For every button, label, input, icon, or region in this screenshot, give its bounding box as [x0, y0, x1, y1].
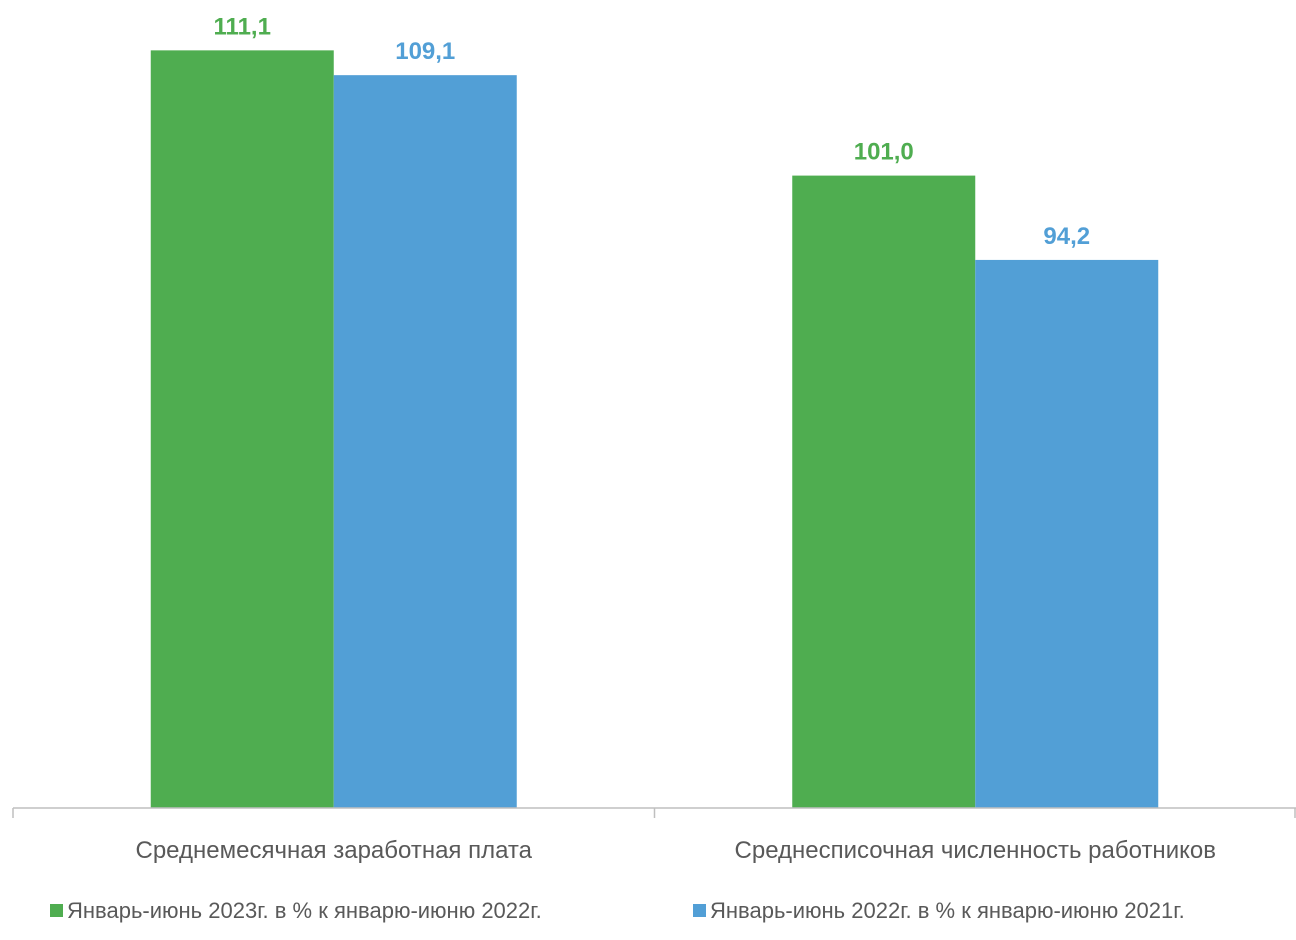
legend-swatch-1	[50, 904, 63, 917]
category-label-1: Среднемесячная заработная плата	[136, 837, 533, 864]
category-label-2: Среднесписочная численность работников	[735, 837, 1216, 864]
bar-series-1-cat-1	[150, 50, 334, 809]
legend-label-2: Январь-июнь 2022г. в % к январю-июню 202…	[710, 898, 1185, 923]
bar-series-1-cat-2	[792, 175, 976, 809]
legend: Январь-июнь 2023г. в % к январю-июню 202…	[50, 898, 1185, 923]
category-labels: Среднемесячная заработная плата Среднеспи…	[136, 837, 1216, 864]
bar-series-2-cat-2	[975, 259, 1159, 808]
bars-layer	[150, 50, 1159, 809]
data-label-series-2-cat-2: 94,2	[1043, 223, 1090, 250]
bar-series-2-cat-1	[333, 75, 517, 808]
value-labels-layer: 111,1 109,1 101,0 94,2	[214, 13, 1091, 250]
data-label-series-1-cat-1: 111,1	[214, 13, 271, 40]
legend-swatch-2	[693, 904, 706, 917]
x-axis	[12, 807, 1296, 818]
legend-label-1: Январь-июнь 2023г. в % к январю-июню 202…	[67, 898, 542, 923]
data-label-series-1-cat-2: 101,0	[854, 139, 914, 166]
data-label-series-2-cat-1: 109,1	[395, 38, 455, 65]
